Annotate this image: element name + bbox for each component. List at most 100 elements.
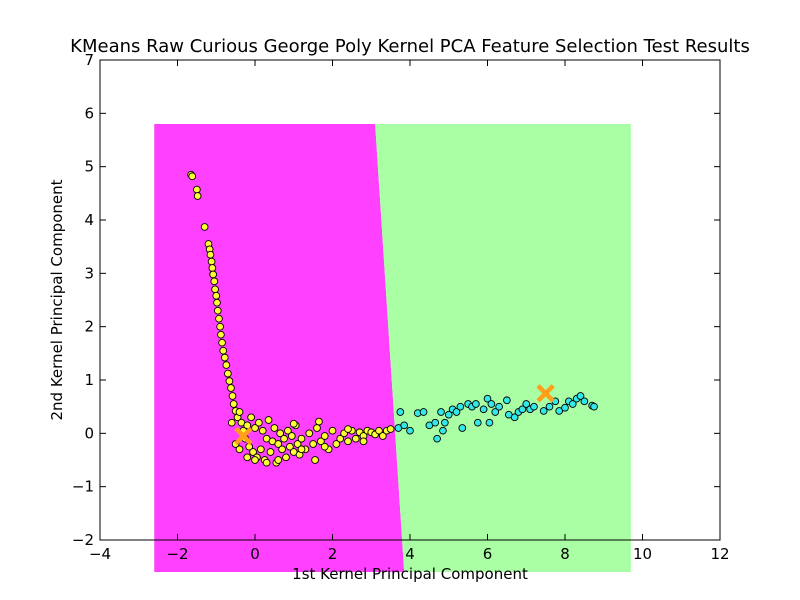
- data-point-cluster-1: [266, 448, 275, 456]
- data-point-cluster-1: [227, 384, 235, 392]
- data-point-cluster-1: [193, 192, 202, 200]
- data-point-cluster-1: [351, 434, 360, 443]
- data-point-cluster-1: [287, 432, 296, 440]
- y-tick-label: 6: [84, 104, 94, 122]
- data-point-cluster-1: [215, 314, 223, 323]
- data-point-cluster-1: [274, 456, 283, 464]
- data-point-cluster-1: [359, 437, 368, 446]
- x-tick-label: 8: [560, 545, 570, 563]
- data-point-cluster-2: [452, 408, 461, 416]
- x-tick-label: 12: [710, 545, 729, 563]
- data-point-cluster-1: [243, 421, 252, 430]
- data-point-cluster-1: [251, 424, 259, 432]
- data-point-cluster-1: [210, 277, 219, 286]
- data-point-cluster-1: [282, 453, 290, 462]
- data-point-cluster-1: [313, 424, 321, 432]
- data-point-cluster-1: [293, 440, 302, 448]
- data-point-cluster-2: [491, 408, 500, 416]
- data-point-cluster-1: [305, 429, 314, 438]
- x-tick-label: 6: [483, 545, 493, 563]
- data-point-cluster-1: [344, 425, 352, 433]
- data-point-cluster-1: [235, 408, 244, 416]
- data-point-cluster-1: [284, 426, 292, 435]
- data-point-cluster-1: [218, 338, 226, 347]
- centroid-stroke: [536, 384, 555, 403]
- data-point-cluster-1: [216, 322, 224, 331]
- x-tick-label: 10: [633, 545, 652, 563]
- data-point-cluster-2: [439, 426, 447, 435]
- data-point-cluster-2: [483, 394, 492, 403]
- data-point-cluster-1: [332, 440, 341, 448]
- data-point-cluster-1: [311, 456, 319, 464]
- x-tick-label: 4: [405, 545, 415, 563]
- x-tick-label: −2: [166, 545, 188, 563]
- data-point-cluster-1: [258, 426, 267, 435]
- y-tick-label: 1: [84, 371, 94, 389]
- data-point-cluster-1: [375, 426, 383, 435]
- data-point-cluster-1: [320, 442, 329, 451]
- data-point-cluster-2: [568, 400, 577, 408]
- data-point-cluster-1: [193, 185, 201, 194]
- data-point-cluster-2: [580, 397, 589, 406]
- data-point-cluster-1: [224, 369, 232, 378]
- data-point-cluster-1: [278, 445, 286, 454]
- data-point-cluster-1: [386, 425, 395, 433]
- data-point-cluster-2: [561, 403, 569, 412]
- data-point-cluster-2: [458, 424, 467, 432]
- data-point-cluster-2: [539, 407, 548, 415]
- y-tick-label: 0: [84, 424, 94, 442]
- data-point-cluster-1: [256, 445, 265, 454]
- data-point-cluster-1: [289, 419, 298, 428]
- data-point-cluster-2: [518, 405, 527, 414]
- data-point-cluster-2: [400, 421, 409, 430]
- data-point-cluster-1: [286, 442, 294, 451]
- data-point-cluster-2: [487, 400, 496, 408]
- data-point-cluster-1: [212, 291, 221, 300]
- data-point-cluster-2: [510, 413, 519, 422]
- data-point-cluster-1: [276, 429, 285, 438]
- data-point-cluster-1: [249, 448, 257, 456]
- data-point-cluster-2: [485, 418, 494, 427]
- y-tick-label: 4: [84, 211, 94, 229]
- data-point-cluster-1: [247, 413, 255, 422]
- data-point-cluster-2: [396, 408, 405, 416]
- y-tick-label: 3: [84, 264, 94, 282]
- data-point-cluster-1: [219, 346, 228, 355]
- y-tick-label: 7: [84, 51, 94, 69]
- data-point-cluster-1: [317, 437, 325, 446]
- data-point-cluster-1: [255, 418, 263, 427]
- data-point-cluster-1: [297, 445, 306, 454]
- data-point-cluster-1: [200, 223, 209, 231]
- data-point-cluster-1: [336, 434, 345, 443]
- data-point-cluster-1: [225, 377, 234, 385]
- centroid-marker-1: [234, 426, 253, 446]
- data-point-cluster-1: [328, 426, 337, 435]
- data-point-cluster-2: [530, 402, 538, 411]
- data-point-cluster-2: [555, 407, 564, 415]
- data-point-cluster-1: [207, 257, 216, 266]
- data-point-cluster-1: [262, 458, 271, 467]
- data-point-cluster-2: [495, 402, 503, 411]
- data-point-cluster-1: [270, 424, 279, 432]
- data-point-cluster-1: [280, 434, 288, 443]
- x-tick-label: −4: [89, 545, 111, 563]
- y-tick-label: −1: [72, 478, 94, 496]
- y-tick-label: −2: [72, 531, 94, 549]
- centroid-stroke: [234, 426, 253, 446]
- data-point-cluster-2: [576, 392, 585, 400]
- data-point-cluster-1: [229, 400, 238, 408]
- y-tick-label: 5: [84, 158, 94, 176]
- data-point-cluster-1: [320, 432, 329, 440]
- chart-title: KMeans Raw Curious George Poly Kernel PC…: [70, 36, 750, 57]
- data-point-cluster-1: [315, 417, 323, 426]
- data-point-cluster-2: [522, 400, 531, 408]
- data-point-cluster-1: [211, 285, 219, 294]
- plot-area: [154, 124, 631, 572]
- data-point-cluster-1: [209, 270, 218, 279]
- data-point-cluster-1: [228, 392, 237, 400]
- data-point-cluster-2: [590, 402, 598, 411]
- data-point-cluster-1: [206, 250, 215, 259]
- x-tick-label: 2: [328, 545, 338, 563]
- y-axis-label: 2nd Kernel Principal Component: [48, 179, 66, 420]
